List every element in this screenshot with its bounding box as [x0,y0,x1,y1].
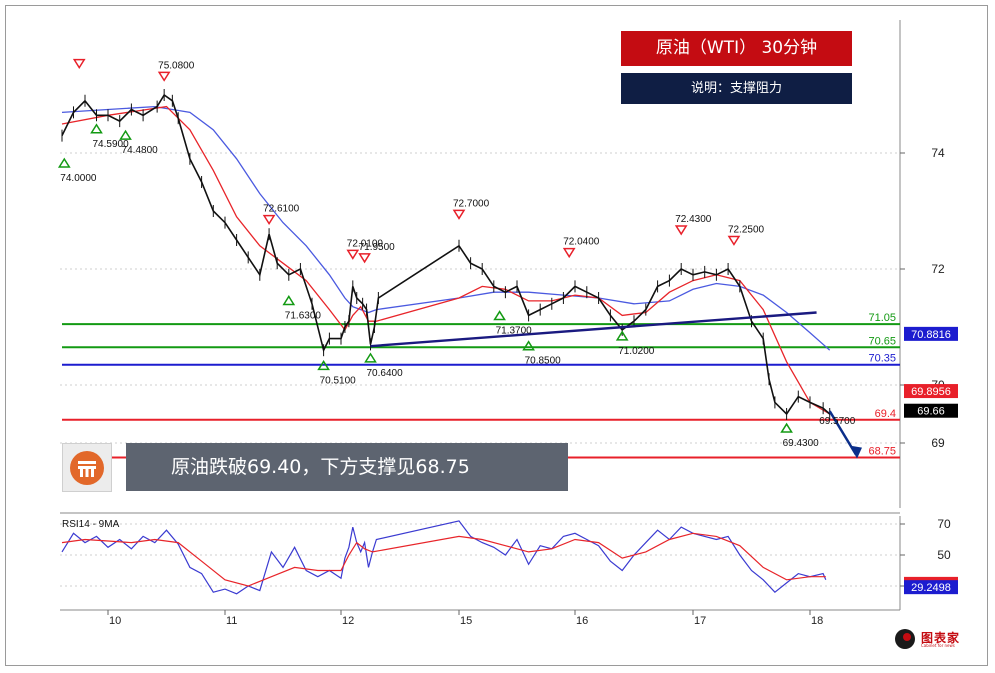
swing-high-label: 75.0800 [158,60,195,71]
price-tick-label: 74 [931,146,945,160]
swing-low-label: 70.5100 [320,375,357,386]
x-tick-label: 15 [460,615,472,627]
swing-low-marker [493,310,506,321]
brand-mark: 图表家 Cabinet for news [893,628,968,650]
chart-subtitle: 说明：支撑阻力 [621,73,852,104]
level-label: 69.4 [875,408,896,420]
level-label: 71.05 [868,312,896,324]
x-tick-label: 17 [694,615,706,627]
x-tick-label: 10 [109,615,121,627]
swing-low-label: 74.4800 [122,145,159,156]
brand-head-icon [895,629,915,649]
swing-low-label: 70.8500 [525,356,562,367]
swing-high-label: 72.0400 [563,237,600,248]
level-label: 70.35 [868,353,896,365]
swing-high-label: 72.4300 [675,214,712,225]
x-tick-label: 18 [811,615,823,627]
ma-slow-line [61,105,831,351]
swing-low-marker [90,123,103,134]
swing-high-marker [346,249,360,260]
swing-high-marker [727,235,741,246]
swing-high-marker [157,71,171,82]
swing-low-marker [780,422,793,433]
level-label: 68.75 [868,446,896,458]
swing-high-marker [72,58,86,70]
swing-low-label: 74.5900 [93,139,130,150]
price-tick-label: 69 [931,436,945,450]
brand-tagline: Cabinet for news [921,643,955,648]
logo [62,443,112,492]
chart-title: 原油（WTI） 30分钟 [621,31,852,66]
price-box [904,384,958,399]
swing-high-label: 72.7000 [453,198,490,209]
logo-icon [70,451,104,485]
swing-low-label: 71.3700 [496,326,533,337]
trendline [370,311,817,348]
swing-high-marker [674,225,688,236]
price-box-label: 69.66 [917,406,945,418]
swing-high-marker [262,214,276,226]
swing-high-marker [358,253,371,264]
rsi-series-line [61,532,826,587]
swing-low-marker [57,157,71,168]
price-box [904,403,958,418]
level-label: 70.65 [868,335,896,347]
swing-high-marker [562,247,576,259]
rsi-tick-label: 70 [937,517,951,531]
rsi-title: RSI14 - 9MA [62,519,120,530]
price-line [61,93,831,416]
swing-low-label: 69.4300 [783,438,820,449]
swing-low-label: 70.6400 [367,368,404,379]
brand-name: 图表家 [921,631,961,645]
swing-low-marker [615,330,629,341]
swing-low-marker [282,295,296,306]
price-box [904,326,958,341]
price-box-label: 69.8956 [911,386,951,398]
ma-fast-line [61,105,831,415]
swing-high-label: 72.0100 [347,238,384,249]
rsi-series-line [61,520,827,595]
swing-low-marker [119,129,132,140]
swing-low-marker [317,360,330,371]
swing-high-marker [452,209,466,220]
rsi-tick-label: 50 [937,548,951,562]
price-box-label: 70.8816 [911,329,951,341]
rsi-value-label: 29.2498 [911,582,951,594]
swing-low-marker [522,340,535,351]
swing-high-label: 72.2500 [728,225,765,236]
swing-low-label: 71.6300 [285,310,322,321]
x-tick-label: 11 [226,615,237,627]
x-tick-label: 16 [576,615,588,627]
breakout-banner: 原油跌破69.40，下方支撑见68.75 [126,443,568,491]
x-tick-label: 12 [342,615,354,627]
price-tick-label: 72 [931,262,945,276]
projection-arrow-head [850,445,862,459]
swing-low-label: 71.0200 [618,346,655,357]
swing-high-label: 72.6100 [263,204,300,215]
swing-high-label: 71.9500 [359,242,396,253]
swing-low-marker [364,352,377,363]
rsi-value-box [904,580,958,595]
price-label: 69.5700 [819,416,856,427]
swing-low-label: 74.0000 [60,173,97,184]
